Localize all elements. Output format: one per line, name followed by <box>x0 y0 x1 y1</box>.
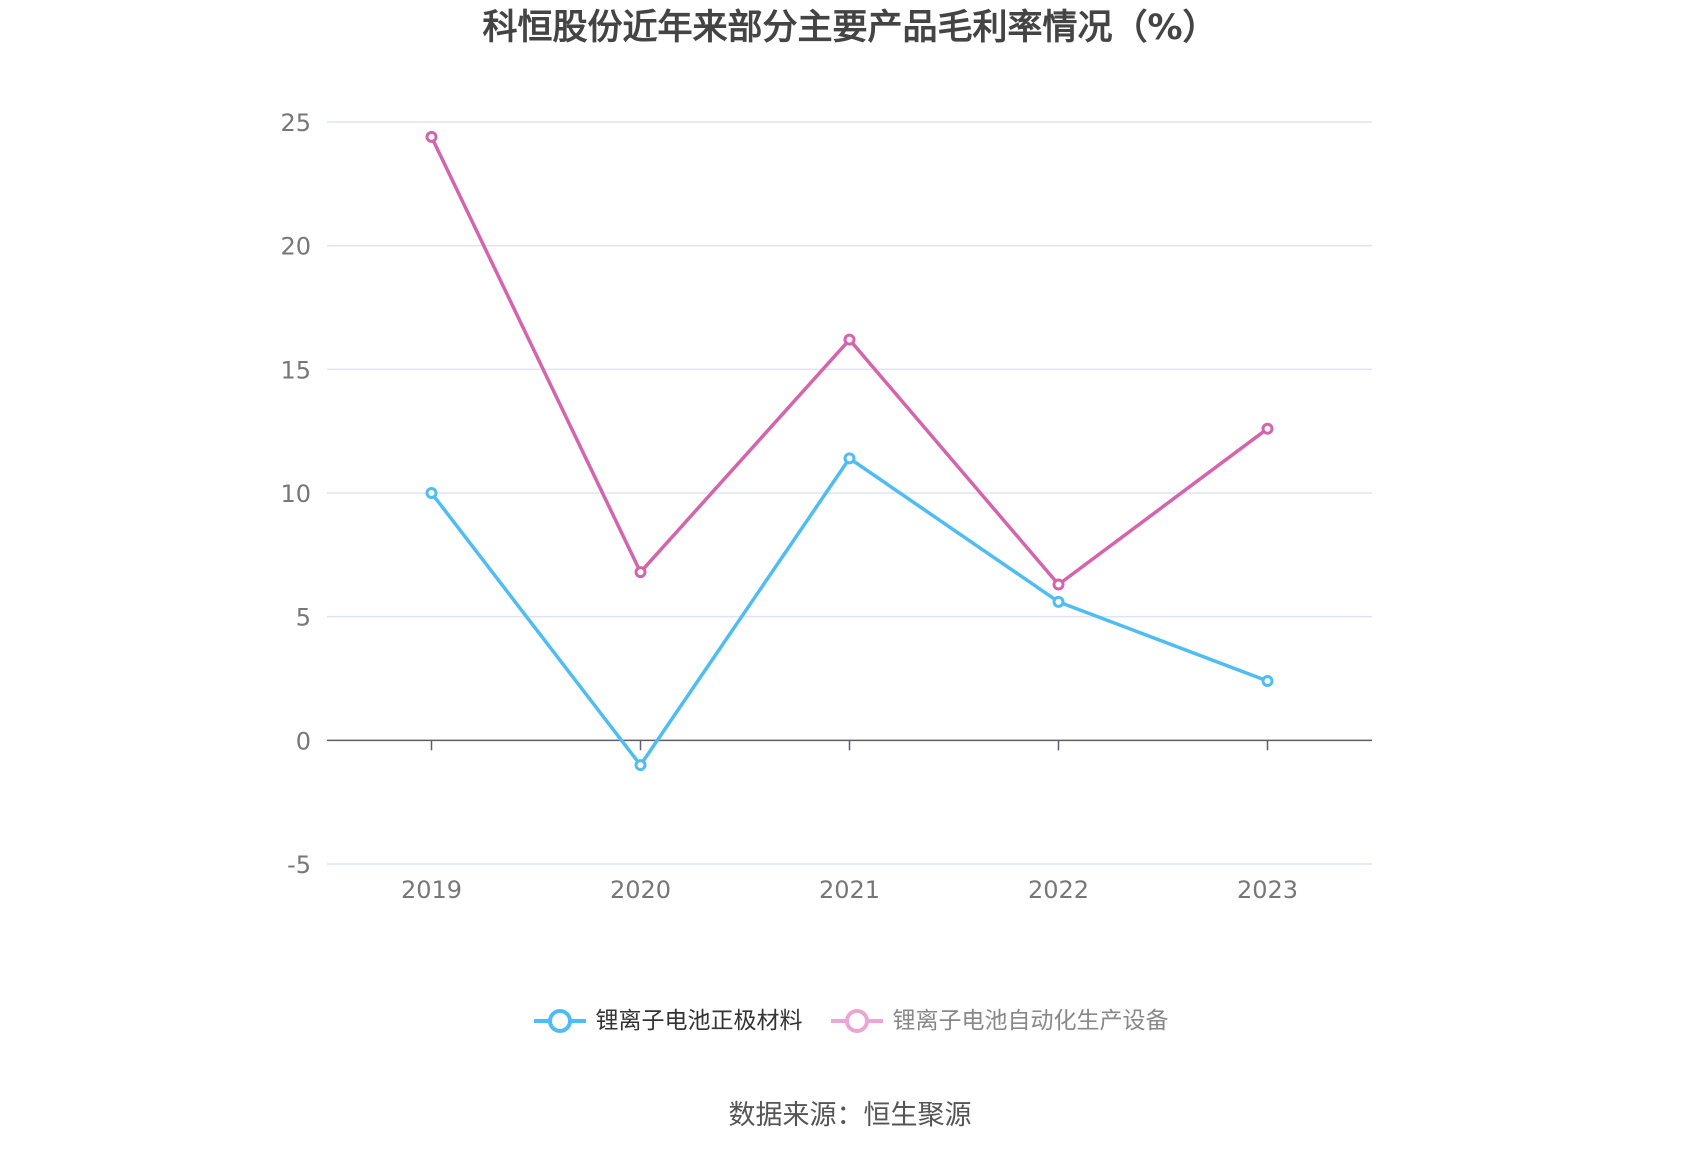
legend-line-circle-icon-series-2 <box>830 1009 883 1033</box>
legend-item-series-1[interactable]: 锂离子电池正极材料 <box>532 1003 803 1039</box>
y-tick-label: 20 <box>280 233 311 261</box>
data-point-series-2 <box>1052 578 1065 591</box>
source-note: 数据来源：恒生聚源 <box>728 1100 972 1131</box>
data-point-series-1 <box>1052 595 1065 608</box>
legend-line-circle-icon-series-1 <box>533 1009 586 1033</box>
x-tick-label: 2021 <box>819 876 880 904</box>
data-point-series-2 <box>634 566 647 579</box>
x-tick-label: 2020 <box>610 876 671 904</box>
data-point-series-1 <box>634 759 647 772</box>
series-lines <box>429 136 1269 767</box>
legend-label-series-1: 锂离子电池正极材料 <box>595 1008 803 1034</box>
data-point-series-1 <box>425 487 438 499</box>
y-tick-label: 10 <box>280 480 311 508</box>
legend: 锂离子电池正极材料 锂离子电池自动化生产设备 <box>0 1003 1700 1039</box>
grid-lines <box>327 121 1372 865</box>
chart-title: 科恒股份近年来部分主要产品毛利率情况（%） <box>482 8 1218 48</box>
y-tick-label: 5 <box>296 604 311 632</box>
data-point-series-1 <box>843 452 856 465</box>
x-tick-label: 2022 <box>1028 876 1089 904</box>
y-tick-label: 25 <box>280 109 311 137</box>
series-line-2 <box>429 136 1269 587</box>
legend-label-series-2: 锂离子电池自动化生产设备 <box>892 1008 1169 1034</box>
series-line-1 <box>430 456 1269 767</box>
x-tick-label: 2023 <box>1237 876 1298 904</box>
data-point-series-1 <box>1261 674 1274 687</box>
x-tick-label: 2019 <box>401 876 462 904</box>
data-points <box>425 130 1274 772</box>
data-point-series-2 <box>843 333 856 346</box>
data-point-series-2 <box>1261 422 1274 435</box>
y-tick-label: -5 <box>287 851 311 879</box>
data-point-series-2 <box>425 130 438 143</box>
y-tick-label: 15 <box>280 356 311 384</box>
y-tick-label: 0 <box>296 727 311 755</box>
legend-item-series-2[interactable]: 锂离子电池自动化生产设备 <box>829 1003 1169 1039</box>
axes: 25 20 15 10 5 0 -5 2019 2020 2021 2022 2023 <box>280 109 1372 904</box>
